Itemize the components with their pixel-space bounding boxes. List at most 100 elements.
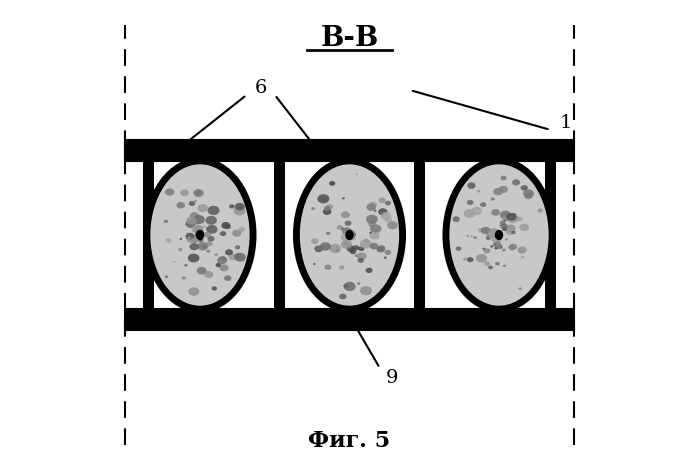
Ellipse shape [164,219,168,223]
Ellipse shape [164,275,168,278]
Ellipse shape [495,262,500,266]
Ellipse shape [293,157,406,313]
Ellipse shape [491,235,502,243]
Ellipse shape [166,238,171,243]
Ellipse shape [518,246,527,253]
Text: 9: 9 [387,369,398,387]
Ellipse shape [524,193,533,199]
Ellipse shape [512,179,520,186]
Ellipse shape [476,254,487,263]
Ellipse shape [502,249,506,251]
Ellipse shape [232,230,241,237]
Ellipse shape [197,242,208,251]
Ellipse shape [498,186,508,193]
Ellipse shape [194,200,197,203]
Ellipse shape [219,231,226,236]
Ellipse shape [235,245,240,250]
Ellipse shape [337,225,343,230]
Ellipse shape [488,228,500,237]
Ellipse shape [493,243,497,246]
Ellipse shape [467,200,473,205]
Ellipse shape [206,216,217,225]
Ellipse shape [178,248,182,251]
Ellipse shape [344,282,356,291]
Ellipse shape [484,261,490,266]
Ellipse shape [480,202,487,207]
Ellipse shape [198,234,201,237]
Ellipse shape [477,190,480,193]
Ellipse shape [225,249,233,255]
Ellipse shape [478,228,484,233]
Ellipse shape [176,202,185,209]
Ellipse shape [196,238,200,241]
Ellipse shape [324,265,331,270]
Ellipse shape [357,258,364,263]
Ellipse shape [495,230,503,240]
Ellipse shape [206,227,209,229]
Ellipse shape [215,253,218,256]
Ellipse shape [238,227,245,232]
Ellipse shape [384,217,392,223]
Ellipse shape [347,245,355,252]
Text: 6: 6 [254,79,267,97]
Ellipse shape [512,213,517,217]
Ellipse shape [345,230,355,237]
Ellipse shape [341,240,352,249]
Ellipse shape [315,245,323,252]
Ellipse shape [326,204,333,210]
Ellipse shape [385,201,391,205]
Ellipse shape [370,243,378,250]
Ellipse shape [490,245,493,248]
Ellipse shape [456,219,459,222]
Bar [143,161,154,309]
Ellipse shape [357,252,366,260]
Ellipse shape [369,232,372,234]
Ellipse shape [505,225,516,232]
Ellipse shape [196,191,201,195]
Ellipse shape [511,231,516,234]
Ellipse shape [143,157,257,313]
Ellipse shape [366,204,376,211]
Ellipse shape [473,236,477,239]
Ellipse shape [329,244,341,253]
Ellipse shape [313,263,316,265]
Ellipse shape [507,213,517,221]
Ellipse shape [324,206,331,211]
Ellipse shape [466,235,469,237]
Bar [493,161,505,309]
Ellipse shape [215,263,221,267]
Ellipse shape [189,201,195,206]
Ellipse shape [180,189,189,196]
Ellipse shape [538,208,543,213]
Ellipse shape [497,245,503,249]
Ellipse shape [463,209,475,218]
Ellipse shape [233,206,245,216]
Ellipse shape [493,188,503,196]
Ellipse shape [196,267,207,274]
Ellipse shape [208,236,215,242]
Ellipse shape [203,245,207,248]
Ellipse shape [217,256,227,264]
Ellipse shape [521,256,524,258]
Ellipse shape [185,220,196,228]
Ellipse shape [381,212,391,220]
Ellipse shape [182,276,186,280]
Ellipse shape [519,224,529,231]
Ellipse shape [320,242,331,251]
Ellipse shape [149,163,252,307]
Ellipse shape [494,234,500,238]
Ellipse shape [339,294,347,299]
Ellipse shape [192,239,198,243]
Ellipse shape [188,287,199,296]
Bar [125,141,574,161]
Ellipse shape [311,238,319,244]
Ellipse shape [345,234,352,239]
Ellipse shape [185,264,187,266]
Ellipse shape [502,217,506,220]
Ellipse shape [377,245,385,251]
Ellipse shape [521,185,528,191]
Ellipse shape [345,238,348,241]
Ellipse shape [471,207,482,215]
Ellipse shape [357,282,361,285]
Ellipse shape [355,254,359,257]
